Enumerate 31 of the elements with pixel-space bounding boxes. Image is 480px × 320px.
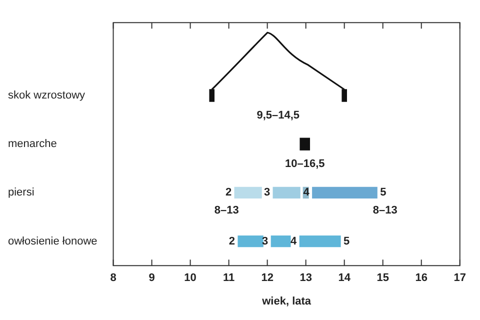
- x-axis-title: wiek, lata: [261, 295, 312, 308]
- x-tick-label: 14: [338, 272, 352, 284]
- annotation: 10–16,5: [284, 158, 325, 170]
- x-tick-label: 15: [376, 272, 389, 284]
- x-tick-label: 12: [261, 272, 274, 284]
- annotation: 9,5–14,5: [256, 110, 300, 122]
- bar: [234, 186, 262, 199]
- x-tick-label: 16: [415, 272, 428, 284]
- annotation: 3: [264, 186, 270, 199]
- y-tick-label: piersi: [8, 186, 34, 199]
- bar: [272, 186, 300, 199]
- x-tick-label: 11: [222, 272, 235, 284]
- annotation: 2: [225, 186, 232, 199]
- x-tick-label: 10: [184, 272, 196, 284]
- annotation: 8–13: [372, 204, 398, 217]
- annotation: 5: [343, 235, 350, 248]
- bar: [312, 186, 378, 199]
- annotation: 8–13: [214, 204, 239, 217]
- y-tick-label: menarche: [8, 138, 57, 150]
- annotation: 4: [290, 235, 298, 248]
- x-tick-label: 9: [148, 272, 155, 284]
- y-tick-label: owłosienie łonowe: [8, 235, 98, 248]
- annotation: 2: [228, 235, 236, 248]
- annotation: 5: [380, 186, 386, 199]
- x-tick-label: 8: [110, 272, 116, 284]
- x-tick-label: 13: [300, 272, 312, 284]
- y-tick-label: skok wzrostowy: [8, 90, 86, 102]
- bar: [342, 89, 347, 102]
- x-tick-label: 17: [454, 272, 466, 284]
- bar: [300, 138, 310, 150]
- bar: [209, 89, 215, 102]
